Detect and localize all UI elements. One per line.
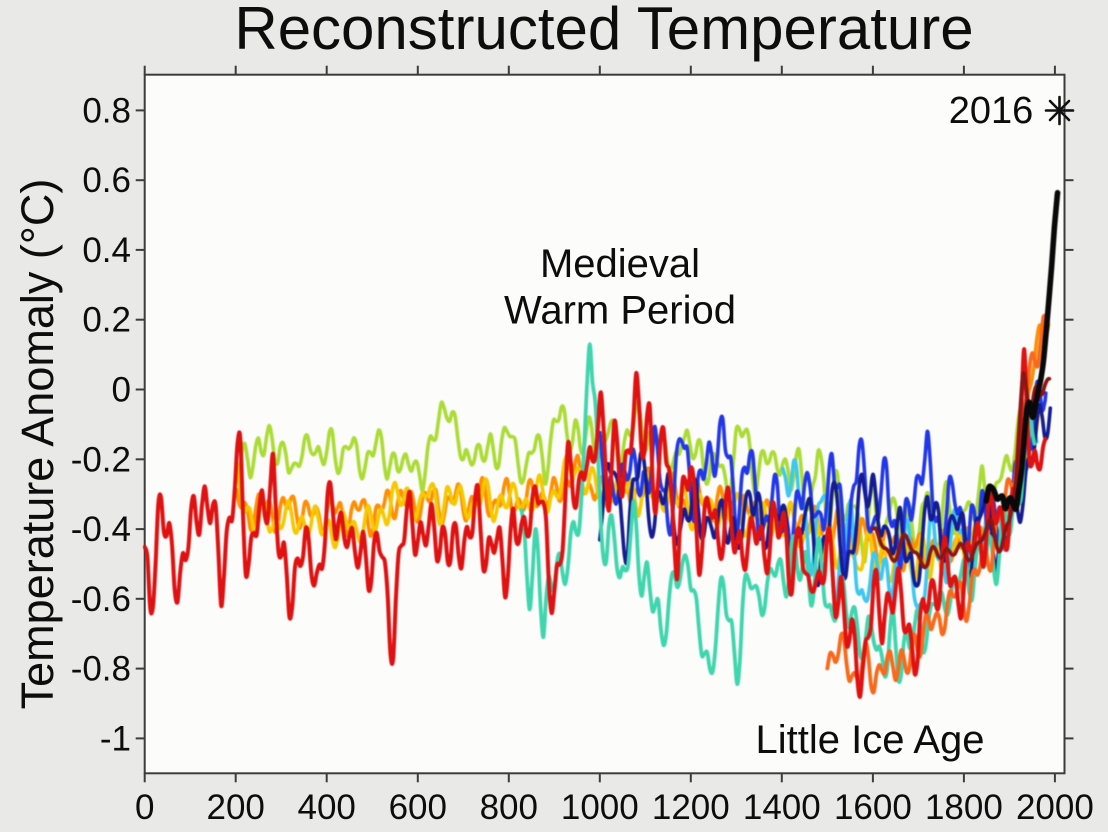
svg-text:0.2: 0.2 <box>82 301 131 340</box>
svg-text:-0.6: -0.6 <box>71 580 131 619</box>
svg-text:800: 800 <box>480 788 538 827</box>
svg-text:1800: 1800 <box>925 788 1003 827</box>
svg-text:Little Ice Age: Little Ice Age <box>755 718 984 762</box>
svg-text:Reconstructed Temperature: Reconstructed Temperature <box>234 0 973 62</box>
svg-text:2016: 2016 <box>949 90 1034 132</box>
svg-text:0.8: 0.8 <box>82 91 131 130</box>
svg-text:1200: 1200 <box>652 788 730 827</box>
svg-text:0.4: 0.4 <box>82 231 131 270</box>
svg-text:-0.2: -0.2 <box>71 440 131 479</box>
svg-text:-0.8: -0.8 <box>71 650 131 689</box>
svg-text:-1: -1 <box>100 719 131 758</box>
svg-text:Temperature Anomaly (°C): Temperature Anomaly (°C) <box>12 179 63 710</box>
svg-text:1600: 1600 <box>834 788 912 827</box>
svg-text:0: 0 <box>135 788 154 827</box>
svg-text:1000: 1000 <box>561 788 639 827</box>
svg-text:600: 600 <box>389 788 447 827</box>
svg-text:400: 400 <box>297 788 355 827</box>
svg-text:0.6: 0.6 <box>82 161 131 200</box>
svg-text:2000: 2000 <box>1016 788 1094 827</box>
svg-text:200: 200 <box>206 788 264 827</box>
svg-text:0: 0 <box>112 371 131 410</box>
svg-text:-0.4: -0.4 <box>71 510 131 549</box>
svg-text:Warm Period: Warm Period <box>504 289 736 333</box>
svg-text:Medieval: Medieval <box>540 242 700 286</box>
svg-text:1400: 1400 <box>743 788 821 827</box>
